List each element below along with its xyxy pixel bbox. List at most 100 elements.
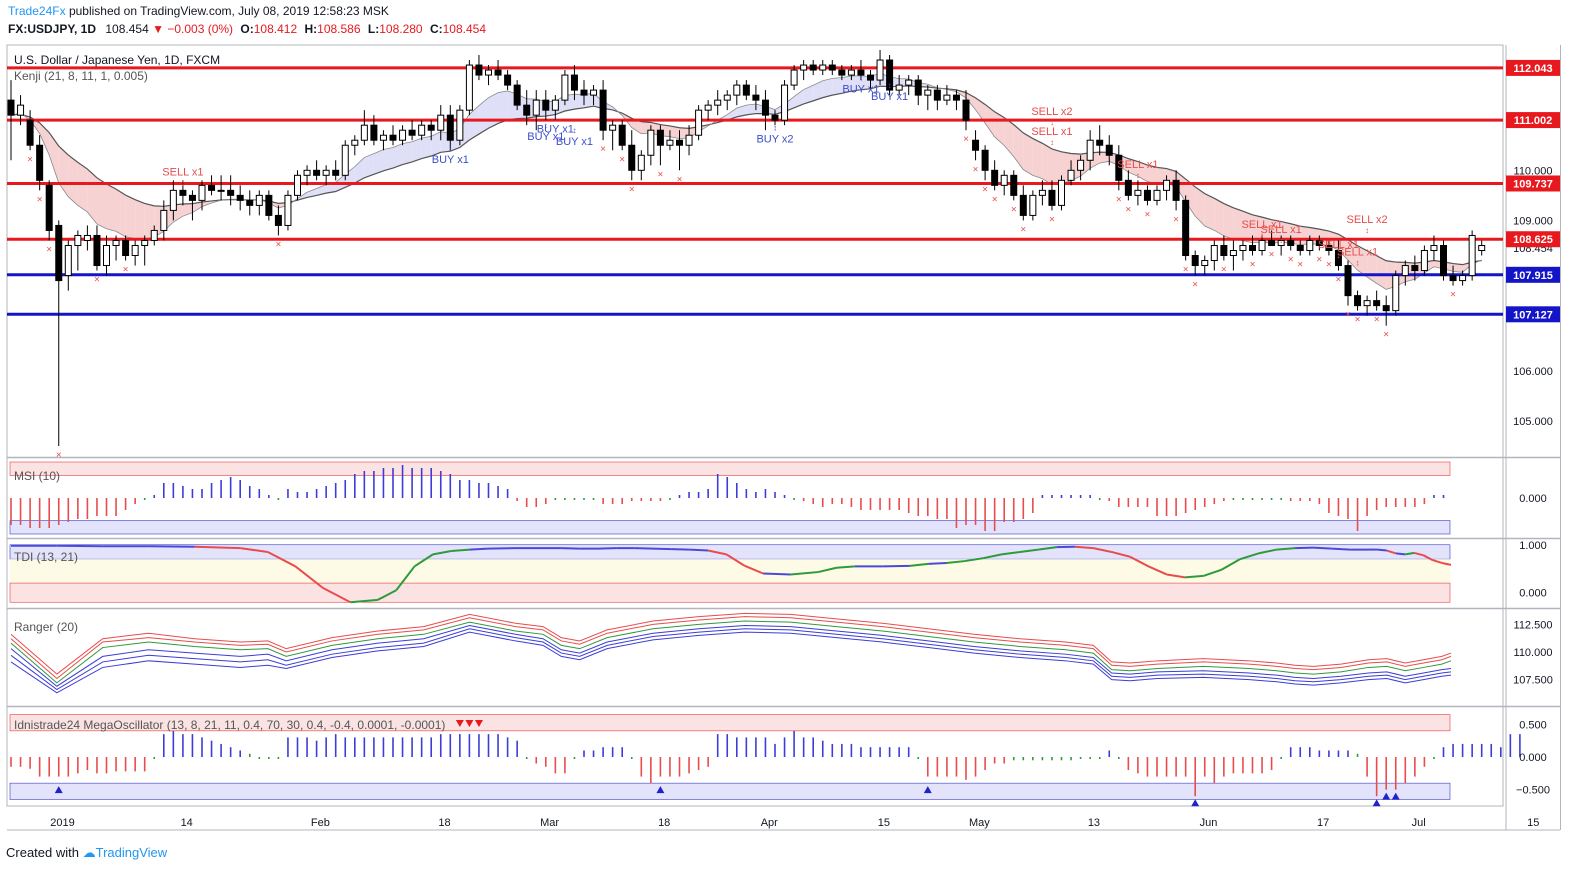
candle-up <box>723 94 731 101</box>
tdi-lower-zone <box>9 582 1451 603</box>
candle-down <box>1382 305 1390 312</box>
symbol-label: FX:USDJPY, 1D <box>8 22 97 36</box>
candle-down <box>1182 199 1190 257</box>
kenji-cloud-segment <box>421 136 432 159</box>
candle-down <box>742 84 750 96</box>
ranger-band-line <box>10 624 1452 687</box>
candle-down <box>408 129 416 136</box>
candle-down <box>274 214 282 226</box>
buy-signal-label: BUY x2 <box>756 134 793 146</box>
high-label: H: <box>304 22 318 36</box>
price-tick-label: 105.000 <box>1513 416 1553 428</box>
sell-triangle-icon <box>455 720 464 728</box>
kenji-cloud-segment <box>125 195 136 239</box>
candle-down <box>656 129 664 146</box>
kenji-cloud-segment <box>1032 138 1043 179</box>
candle-down <box>122 239 130 257</box>
candle-down <box>838 69 846 76</box>
kenji-cloud-segment <box>1204 193 1215 231</box>
candle-down <box>952 94 960 101</box>
publisher-link[interactable]: Trade24Fx <box>8 4 66 18</box>
level-price-tag <box>1506 59 1560 76</box>
reversal-marker-icon: × <box>27 154 33 165</box>
candle-up <box>131 244 139 257</box>
reversal-marker-icon: × <box>1374 315 1380 326</box>
tdi-line-segment <box>1147 565 1168 576</box>
level-price-tag <box>1506 266 1560 283</box>
kenji-fast-line <box>10 72 1482 290</box>
tdi-pane: TDI (13, 21) 1.000 0.000 <box>9 540 1547 604</box>
candle-down <box>991 169 999 186</box>
tdi-line-segment <box>1221 558 1241 571</box>
kenji-cloud-segment <box>851 75 861 92</box>
candle-up <box>1459 275 1467 282</box>
low-label: L: <box>367 22 380 36</box>
candle-down <box>1268 239 1276 246</box>
tdi-line-segment <box>1019 548 1039 553</box>
candle-up <box>169 189 177 211</box>
sell-signal-label: SELL x1 <box>1318 239 1359 251</box>
kenji-cloud-segment <box>49 132 59 183</box>
candle-up <box>666 139 674 146</box>
candle-up <box>1000 174 1008 186</box>
candle-up <box>943 94 951 101</box>
candle-up <box>103 244 110 267</box>
candle-up <box>1058 179 1065 206</box>
level-price-label: 108.625 <box>1513 234 1553 246</box>
published-text: published on TradingView.com, July 08, 2… <box>68 4 389 18</box>
candle-down <box>570 74 578 91</box>
sell-signal-label: SELL x2 <box>1031 106 1072 118</box>
candle-down <box>1334 250 1342 267</box>
candle-down <box>1191 255 1199 267</box>
tdi-tick-label: 1.000 <box>1519 540 1547 552</box>
buy-signal-arrow-icon: ↕ <box>859 74 863 83</box>
sell-signal-arrow-icon: ↕ <box>1279 236 1283 245</box>
candle-down <box>867 74 874 81</box>
symbol-ohlc-line: FX:USDJPY, 1D 108.454 ▼ −0.003 (0%) O:10… <box>8 22 486 36</box>
candle-down <box>389 134 397 141</box>
kenji-cloud-segment <box>116 189 126 237</box>
candle-down <box>761 99 769 116</box>
kenji-cloud-segment <box>1157 167 1167 184</box>
candle-up <box>1239 244 1247 252</box>
main-pane: U.S. Dollar / Japanese Yen, 1D, FXCM Kenj… <box>7 50 1560 461</box>
candle-up <box>74 234 82 246</box>
kenji-cloud-segment <box>1195 186 1205 226</box>
msi-title: MSI (10) <box>14 469 60 483</box>
candle-up <box>714 99 722 106</box>
tdi-line-segment <box>469 547 488 551</box>
tradingview-link[interactable]: TradingView <box>95 845 168 860</box>
candle-down <box>914 79 922 96</box>
kenji-cloud-segment <box>746 104 756 115</box>
candle-up <box>637 154 645 171</box>
tdi-title: TDI (13, 21) <box>14 550 78 564</box>
candle-down <box>475 64 483 76</box>
kenji-cloud-segment <box>431 131 441 156</box>
tdi-line-segment <box>1074 545 1094 550</box>
time-tick-label: 15 <box>1527 817 1539 829</box>
candle-up <box>590 89 598 96</box>
tdi-line-segment <box>1203 568 1223 577</box>
candle-down <box>1096 139 1104 146</box>
candle-down <box>513 84 521 106</box>
candle-up <box>685 134 693 146</box>
time-tick-label: Mar <box>540 817 559 829</box>
mega-lower-zone <box>9 782 1451 800</box>
candle-down <box>628 144 636 171</box>
candle-down <box>828 64 836 71</box>
candle-up <box>847 69 855 76</box>
sell-signal-label: SELL x1 <box>1031 126 1072 138</box>
candle-up <box>418 124 426 136</box>
footer-credit: Created with ☁TradingView <box>6 845 167 861</box>
kenji-indicator-label: Kenji (21, 8, 11, 1, 0.005) <box>14 69 148 83</box>
kenji-cloud-segment <box>478 97 489 135</box>
kenji-cloud-segment <box>412 138 422 162</box>
sell-signal-arrow-icon: ↕ <box>1136 171 1140 180</box>
candle-up <box>485 69 492 76</box>
candle-up <box>150 229 158 241</box>
mega-tick-label: 0.500 <box>1519 719 1547 731</box>
candle-down <box>370 124 378 141</box>
reversal-marker-icon: × <box>275 239 281 250</box>
reversal-marker-icon: × <box>1192 280 1198 291</box>
